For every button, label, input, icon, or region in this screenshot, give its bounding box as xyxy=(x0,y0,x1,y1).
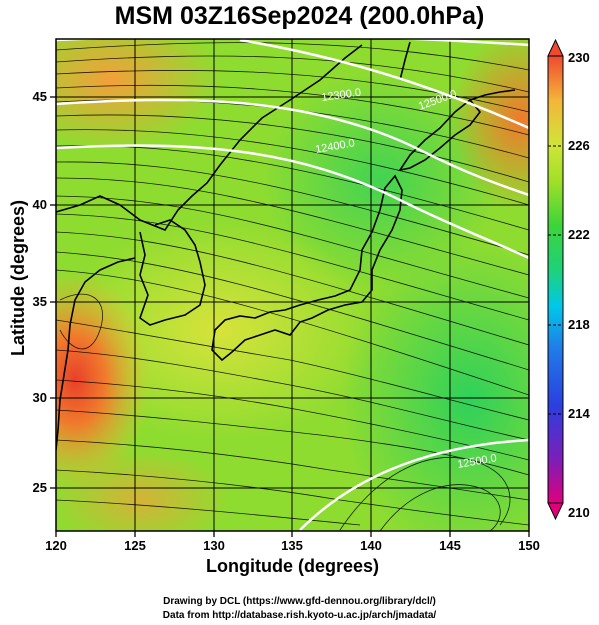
colorbar-tick-label: 222 xyxy=(568,227,590,242)
colorbar-tick-label: 214 xyxy=(568,406,590,421)
colorbar-min-arrow xyxy=(547,502,564,521)
grid xyxy=(56,39,529,531)
y-tick-label: 35 xyxy=(33,294,47,309)
credit-drawing: Drawing by DCL (https://www.gfd-dennou.o… xyxy=(163,596,436,607)
x-tick-label: 130 xyxy=(203,538,225,553)
y-tick-labels: 25 30 35 40 45 xyxy=(33,89,47,495)
x-tick-labels: 120 125 130 135 140 145 150 xyxy=(45,538,540,553)
y-tick-label: 30 xyxy=(33,390,47,405)
x-tick-label: 120 xyxy=(45,538,67,553)
x-axis-label: Longitude (degrees) xyxy=(205,556,379,576)
y-tick-label: 45 xyxy=(33,89,47,104)
colorbar-tick-label: 230 xyxy=(568,50,590,65)
colorbar-tick-label: 226 xyxy=(568,138,590,153)
colorbar-tick-label: 210 xyxy=(568,505,590,520)
credit-data: Data from http://database.rish.kyoto-u.a… xyxy=(162,610,437,621)
x-tick-label: 140 xyxy=(360,538,382,553)
colorbar-max-arrow xyxy=(547,38,564,57)
streamlines xyxy=(56,42,529,531)
y-tick-label: 40 xyxy=(33,197,47,212)
chart-title: MSM 03Z16Sep2024 (200.0hPa) xyxy=(114,2,485,30)
x-tick-label: 150 xyxy=(518,538,540,553)
y-tick-label: 25 xyxy=(33,480,47,495)
height-contours xyxy=(56,39,529,531)
x-tick-label: 145 xyxy=(439,538,461,553)
colorbar-tick-label: 218 xyxy=(568,317,590,332)
x-tick-label: 125 xyxy=(124,538,146,553)
x-tick-label: 135 xyxy=(281,538,303,553)
tick-marks xyxy=(50,96,530,537)
contour-label: 12300.0 xyxy=(321,87,362,104)
colorbar: 230 226 222 218 214 210 xyxy=(547,38,590,521)
